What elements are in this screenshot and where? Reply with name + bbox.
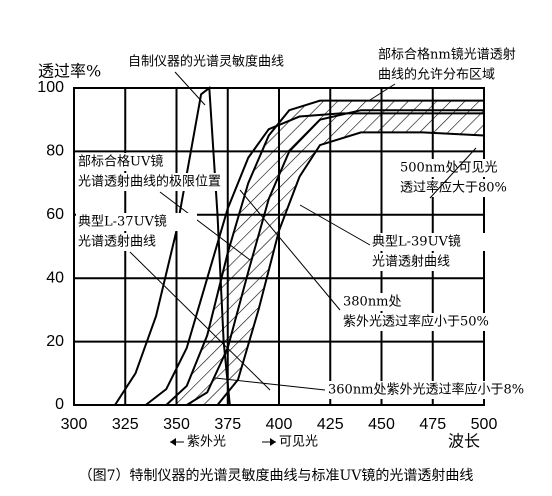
x-tick-label: 475 <box>419 416 446 433</box>
x-tick-label: 450 <box>368 416 395 433</box>
x-tick-label: 425 <box>317 416 344 433</box>
leader-line <box>214 377 326 391</box>
arrow-head <box>170 438 176 446</box>
annotation: 360nm处紫外光透过率应小于8% <box>328 382 524 398</box>
annotation: 曲线的允许分布区域 <box>378 67 495 83</box>
annotation-bg <box>376 46 523 64</box>
leader-line <box>129 251 271 391</box>
annotation: 光谱透射曲线 <box>372 254 450 270</box>
leader-line <box>239 189 341 311</box>
annotation: 自制仪器的光谱灵敏度曲线 <box>128 54 284 70</box>
y-tick-label: 60 <box>46 206 64 223</box>
x-tick-label: 375 <box>214 416 241 433</box>
annotation: 透过率应大于80% <box>400 180 507 196</box>
curve <box>216 131 485 406</box>
leader-line <box>429 147 477 199</box>
annotation: 典型L-37UV镜 <box>78 215 167 230</box>
annotation: 500nm处可见光 <box>400 161 498 176</box>
annotation: 380nm处 <box>343 295 402 310</box>
x-tick-label: 325 <box>112 416 139 433</box>
y-tick-label: 40 <box>46 269 64 286</box>
caption: （图7）特制仪器的光谱灵敏度曲线与标准UV镜的光谱透射曲线 <box>79 468 474 484</box>
x-tick-label: 350 <box>163 416 190 433</box>
curve <box>186 109 484 406</box>
annotation-bg <box>76 153 171 171</box>
annotation-bg <box>76 173 223 191</box>
annotation-bg <box>370 253 452 271</box>
annotation-bg <box>398 159 519 177</box>
annotation: 典型L-39UV镜 <box>372 235 461 250</box>
arrow-head <box>270 438 276 446</box>
annotation: 光谱透射曲线的极限位置 <box>78 174 221 190</box>
annotation: 部标合格nm镜光谱透射 <box>378 47 516 63</box>
annotation-bg <box>376 66 497 84</box>
x-tick-label: 500 <box>471 416 498 433</box>
y-axis-label: 透过率% <box>38 62 101 81</box>
band-label: 可见光 <box>279 435 318 450</box>
annotation: 紫外光透过率应小于50% <box>343 314 489 330</box>
band-label: 紫外光 <box>187 435 226 450</box>
x-axis-label: 波长 <box>448 432 480 451</box>
y-tick-label: 80 <box>46 143 64 160</box>
annotation-bg <box>76 233 158 251</box>
curve <box>165 99 484 406</box>
annotation: 部标合格UV镜 <box>78 154 163 170</box>
leader-line <box>369 83 396 101</box>
annotation-bg <box>370 233 491 251</box>
annotation-bg <box>326 381 551 399</box>
annotation-bg <box>341 313 501 331</box>
annotation-bg <box>126 53 286 71</box>
leader-line <box>174 71 206 106</box>
leader-line <box>159 191 251 261</box>
y-tick-label: 100 <box>37 79 64 96</box>
y-tick-label: 20 <box>46 333 64 350</box>
annotation-bg <box>398 179 519 197</box>
annotation: 光谱透射曲线 <box>78 234 156 250</box>
y-tick-label: 0 <box>55 396 64 413</box>
annotation-bg <box>76 213 197 231</box>
allowed-region <box>166 100 484 406</box>
x-tick-label: 300 <box>61 416 88 433</box>
curve <box>145 112 484 406</box>
leader-line <box>299 204 371 246</box>
x-tick-label: 400 <box>266 416 293 433</box>
annotation-bg <box>341 293 423 311</box>
